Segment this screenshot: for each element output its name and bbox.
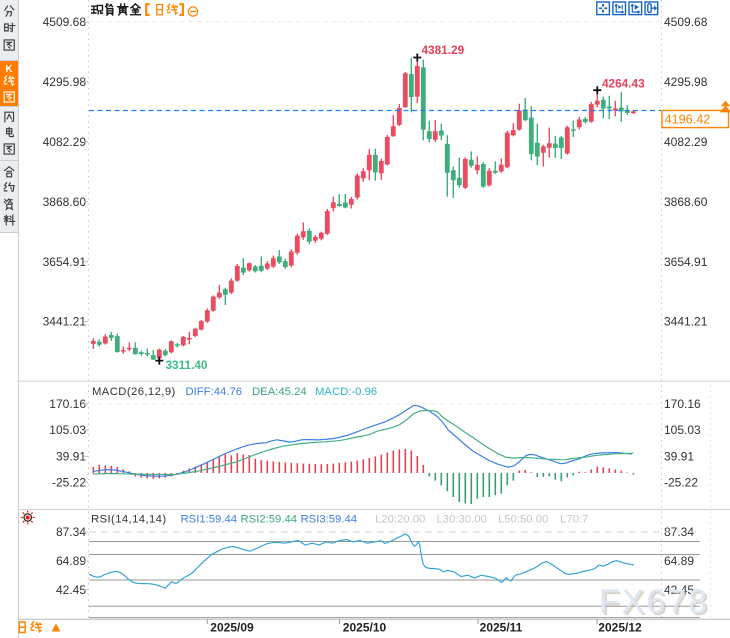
svg-text:MACD:-0.96: MACD:-0.96: [315, 386, 377, 398]
svg-text:3441.21: 3441.21: [43, 315, 87, 329]
svg-text:64.89: 64.89: [56, 554, 86, 568]
svg-text:3441.21: 3441.21: [664, 315, 708, 329]
svg-text:DIFF:44.76: DIFF:44.76: [186, 386, 243, 398]
svg-text:-25.22: -25.22: [52, 475, 86, 489]
svg-text:K: K: [5, 64, 13, 75]
svg-text:4264.43: 4264.43: [602, 77, 645, 91]
svg-text:-25.22: -25.22: [664, 475, 698, 489]
svg-text:2025/09: 2025/09: [210, 621, 254, 635]
svg-text:4509.68: 4509.68: [664, 15, 708, 29]
svg-text:FX678: FX678: [601, 585, 711, 623]
svg-text:42.45: 42.45: [664, 583, 694, 597]
svg-text:RSI2:59.44: RSI2:59.44: [241, 514, 298, 526]
svg-text:105.03: 105.03: [49, 423, 86, 437]
svg-text:3868.60: 3868.60: [43, 195, 87, 209]
svg-text:RSI3:59.44: RSI3:59.44: [301, 514, 358, 526]
svg-text:FX678: FX678: [599, 583, 709, 621]
svg-text:L20:20.00: L20:20.00: [375, 514, 425, 526]
svg-text:L50:50.00: L50:50.00: [498, 514, 548, 526]
svg-text:170.16: 170.16: [664, 397, 701, 411]
svg-text:39.91: 39.91: [664, 450, 694, 464]
svg-text:87.34: 87.34: [56, 525, 86, 539]
svg-text:L30:30.00: L30:30.00: [437, 514, 487, 526]
svg-text:3654.91: 3654.91: [43, 255, 87, 269]
svg-text:3654.91: 3654.91: [664, 255, 708, 269]
svg-text:170.16: 170.16: [49, 397, 86, 411]
svg-text:3311.40: 3311.40: [166, 358, 208, 372]
svg-text:3868.60: 3868.60: [664, 195, 708, 209]
svg-text:4295.98: 4295.98: [43, 75, 87, 89]
svg-text:4509.68: 4509.68: [43, 15, 87, 29]
svg-text:4295.98: 4295.98: [664, 75, 708, 89]
svg-text:105.03: 105.03: [664, 423, 701, 437]
svg-text:4381.29: 4381.29: [422, 43, 465, 57]
svg-text:4196.42: 4196.42: [665, 113, 711, 127]
svg-text:2025/10: 2025/10: [343, 621, 387, 635]
svg-text:39.91: 39.91: [56, 450, 86, 464]
svg-text:RSI1:59.44: RSI1:59.44: [181, 514, 238, 526]
svg-text:4082.29: 4082.29: [664, 135, 708, 149]
svg-text:4082.29: 4082.29: [43, 135, 87, 149]
svg-text:42.45: 42.45: [56, 583, 86, 597]
svg-text:L70:7: L70:7: [560, 514, 588, 526]
svg-text:DEA:45.24: DEA:45.24: [252, 386, 307, 398]
svg-text:2025/12: 2025/12: [598, 621, 642, 635]
svg-text:2025/11: 2025/11: [480, 621, 523, 635]
svg-text:RSI(14,14,14): RSI(14,14,14): [91, 514, 167, 526]
svg-text:64.89: 64.89: [664, 554, 694, 568]
svg-text:MACD(26,12,9): MACD(26,12,9): [92, 386, 176, 398]
